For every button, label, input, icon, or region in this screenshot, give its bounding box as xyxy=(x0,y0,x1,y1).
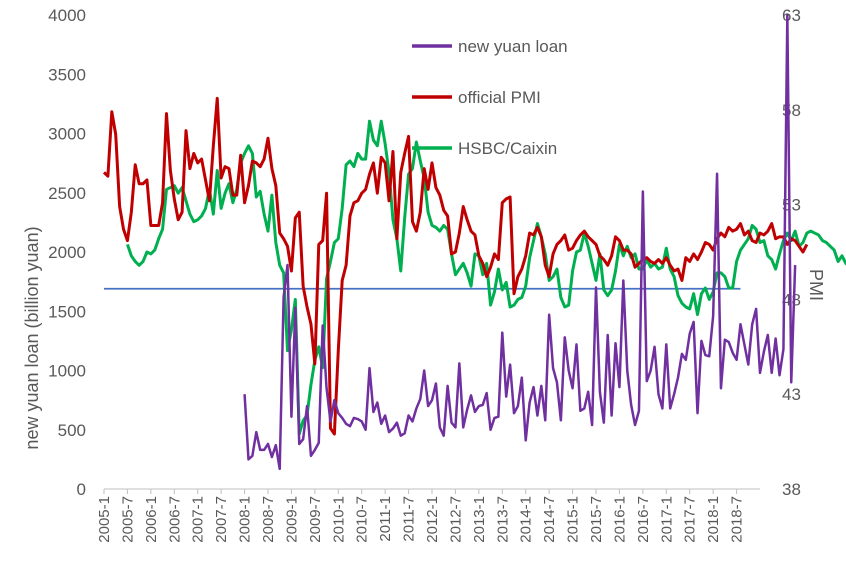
x-tick-label: 2017-1 xyxy=(658,496,675,543)
x-tick-label: 2007-1 xyxy=(190,496,207,543)
right-axis-label: PMI xyxy=(806,269,826,301)
x-tick-label: 2018-1 xyxy=(705,496,722,543)
legend-label: HSBC/Caixin xyxy=(458,139,557,158)
right-tick-label: 58 xyxy=(782,101,801,120)
x-tick-label: 2015-7 xyxy=(588,496,605,543)
x-tick-label: 2010-7 xyxy=(354,496,371,543)
series-line-official-pmi xyxy=(102,96,809,436)
x-tick-label: 2014-1 xyxy=(518,496,535,543)
right-tick-label: 63 xyxy=(782,6,801,25)
left-tick-label: 3000 xyxy=(48,125,86,144)
x-tick-label: 2005-1 xyxy=(96,496,113,543)
left-tick-label: 1000 xyxy=(48,362,86,381)
left-tick-label: 500 xyxy=(58,421,86,440)
x-tick-label: 2009-7 xyxy=(307,496,324,543)
left-tick-label: 2000 xyxy=(48,243,86,262)
x-tick-label: 2014-7 xyxy=(541,496,558,543)
left-tick-label: 1500 xyxy=(48,302,86,321)
x-tick-label: 2018-7 xyxy=(729,496,746,543)
right-tick-label: 53 xyxy=(782,196,801,215)
x-tick-label: 2008-1 xyxy=(237,496,254,543)
x-tick-label: 2013-1 xyxy=(471,496,488,543)
x-tick-label: 2005-7 xyxy=(119,496,136,543)
x-tick-label: 2015-1 xyxy=(565,496,582,543)
x-tick-label: 2017-7 xyxy=(682,496,699,543)
x-axis-ticks: 2005-1 2005-7 2006-1 2006-7 2007-1 2007-7 2008… xyxy=(96,489,746,543)
legend-label: new yuan loan xyxy=(458,37,568,56)
x-tick-label: 2006-1 xyxy=(143,496,160,543)
left-tick-label: 2500 xyxy=(48,184,86,203)
x-tick-label: 2012-7 xyxy=(447,496,464,543)
series-line-hsbc-caixin xyxy=(126,119,846,436)
x-tick-label: 2007-7 xyxy=(213,496,230,543)
x-tick-label: 2009-1 xyxy=(283,496,300,543)
x-tick-label: 2011-7 xyxy=(401,496,418,542)
left-tick-label: 3500 xyxy=(48,65,86,84)
series-line-new-yuan-loan xyxy=(243,13,797,471)
legend-label: official PMI xyxy=(458,88,541,107)
x-tick-label: 2016-1 xyxy=(611,496,628,543)
x-tick-label: 2006-7 xyxy=(166,496,183,543)
x-tick-label: 2016-7 xyxy=(635,496,652,543)
right-tick-label: 38 xyxy=(782,480,801,499)
x-tick-label: 2011-1 xyxy=(377,496,394,542)
x-tick-label: 2013-7 xyxy=(494,496,511,543)
legend: new yuan loan official PMI HSBC/Caixin xyxy=(412,37,568,158)
x-tick-label: 2012-1 xyxy=(424,496,441,543)
left-tick-label: 0 xyxy=(77,480,86,499)
x-tick-label: 2008-7 xyxy=(260,496,277,543)
right-tick-label: 43 xyxy=(782,385,801,404)
x-tick-label: 2010-1 xyxy=(330,496,347,543)
series-layer xyxy=(102,13,846,471)
left-tick-label: 4000 xyxy=(48,6,86,25)
left-axis-ticks: 0 500 1000 1500 2000 2500 3000 3500 4000 xyxy=(48,6,86,499)
left-axis-label: new yuan loan (billion yuan) xyxy=(22,226,42,449)
